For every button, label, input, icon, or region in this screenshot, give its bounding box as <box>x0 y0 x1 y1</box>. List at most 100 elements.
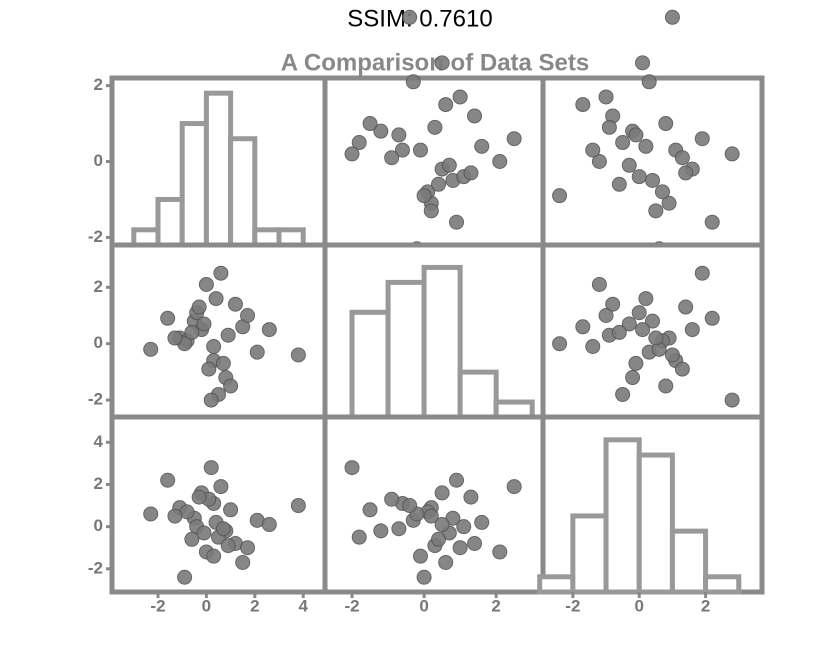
point <box>648 330 664 346</box>
point <box>621 316 637 332</box>
point <box>654 184 670 200</box>
point <box>427 119 443 135</box>
point <box>405 74 421 90</box>
point <box>344 460 360 476</box>
hist-bar <box>636 452 675 595</box>
point <box>645 172 660 188</box>
point <box>290 498 306 514</box>
point <box>638 138 654 154</box>
point <box>452 89 468 105</box>
point <box>215 355 231 371</box>
point <box>402 498 418 514</box>
point <box>628 355 644 371</box>
point <box>678 299 694 315</box>
point <box>351 529 367 545</box>
x-tick-label: 2 <box>701 596 710 615</box>
x-tick-label: 2 <box>491 596 500 615</box>
point <box>552 188 568 204</box>
point <box>452 540 468 556</box>
point <box>196 316 212 332</box>
point <box>373 123 389 139</box>
point <box>362 502 378 518</box>
hist-bar <box>457 369 499 420</box>
point <box>431 531 447 547</box>
hist-bar <box>385 279 427 420</box>
point <box>215 521 231 537</box>
point <box>585 142 601 158</box>
point <box>235 554 251 570</box>
point <box>412 548 428 564</box>
point <box>631 305 647 321</box>
point <box>201 361 217 377</box>
point <box>423 508 439 524</box>
point <box>664 347 680 363</box>
hist-bar <box>570 513 609 595</box>
point <box>434 517 450 533</box>
point <box>658 116 674 132</box>
point <box>467 108 483 124</box>
point <box>160 472 176 488</box>
point <box>196 525 212 541</box>
point <box>434 485 450 501</box>
point <box>598 307 614 323</box>
point <box>615 135 631 151</box>
point <box>575 97 591 113</box>
hist-bar <box>228 136 258 248</box>
point <box>661 195 677 211</box>
point <box>704 214 720 230</box>
x-tick-label: 4 <box>298 596 308 615</box>
point <box>591 154 607 169</box>
point <box>506 479 522 495</box>
point <box>167 508 183 524</box>
point <box>220 538 236 554</box>
point <box>684 322 700 338</box>
y-tick-label: 0 <box>94 516 103 535</box>
point <box>434 55 450 71</box>
point <box>213 265 229 281</box>
point <box>625 370 641 386</box>
point <box>223 502 239 518</box>
point <box>601 119 617 135</box>
point <box>438 554 454 570</box>
x-tick-label: 0 <box>202 596 211 615</box>
panel <box>322 414 546 595</box>
point <box>203 460 219 476</box>
hist-bar <box>203 90 234 248</box>
point <box>184 531 200 547</box>
point <box>724 146 740 162</box>
point <box>674 361 690 377</box>
hist-bar <box>669 528 709 595</box>
point <box>474 138 490 154</box>
point <box>384 491 400 507</box>
point <box>641 74 657 90</box>
point <box>631 169 647 185</box>
y-tick-label: 0 <box>94 333 103 352</box>
point <box>645 313 660 329</box>
y-tick-label: 0 <box>94 151 103 170</box>
point <box>240 307 256 323</box>
point <box>184 324 200 340</box>
point <box>648 203 664 219</box>
point <box>384 150 400 166</box>
point <box>694 265 710 281</box>
point <box>402 9 418 25</box>
point <box>585 339 601 355</box>
x-tick-label: 0 <box>634 596 643 615</box>
point <box>416 569 432 585</box>
point <box>506 131 522 147</box>
point <box>628 127 644 143</box>
point <box>198 276 214 292</box>
y-tick-label: 2 <box>94 474 103 493</box>
point <box>474 514 490 530</box>
hist-bar <box>349 309 391 420</box>
point <box>261 322 277 338</box>
y-tick-label: -2 <box>88 227 103 246</box>
x-tick-label: -2 <box>150 596 165 615</box>
point <box>203 392 219 408</box>
x-tick-label: -2 <box>565 596 580 615</box>
point <box>143 506 159 522</box>
hist-bar <box>179 121 209 248</box>
point <box>220 327 236 343</box>
point <box>249 344 265 360</box>
